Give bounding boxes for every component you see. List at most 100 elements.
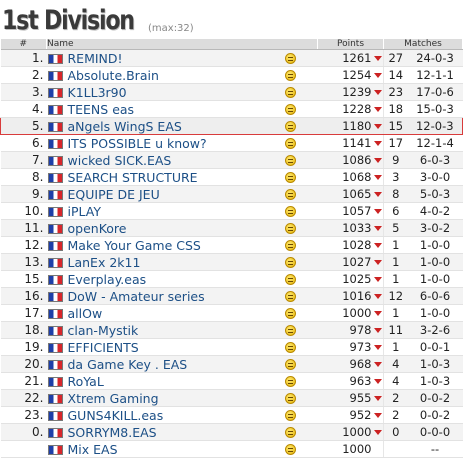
win-draw-loss-cell: 3-0-2 (407, 219, 463, 237)
table-row[interactable]: Mix EAS 1000 -- (0, 440, 463, 458)
smiley-icon[interactable] (285, 291, 296, 302)
table-row[interactable]: 20. da Game Key . EAS 968 4 1-0-3 (0, 355, 463, 373)
win-draw-loss-cell: 1-0-3 (407, 355, 463, 373)
team-name-link[interactable]: TEENS eas (65, 100, 264, 118)
france-flag-icon (47, 257, 63, 268)
team-name-link[interactable]: SEARCH STRUCTURE (65, 168, 264, 186)
team-name-link[interactable]: RoYaL (65, 372, 264, 390)
table-row[interactable]: 12. Make Your Game CSS 1028 1 1-0-0 (0, 236, 463, 254)
smiley-icon[interactable] (285, 410, 296, 421)
trend-cell (373, 338, 384, 356)
team-name-link[interactable]: LanEx 2k11 (65, 253, 264, 271)
status-cell (263, 185, 318, 203)
france-flag-icon (47, 223, 63, 234)
table-row[interactable]: 21. RoYaL 963 4 1-0-3 (0, 372, 463, 390)
team-name-link[interactable]: Everplay.eas (65, 270, 264, 288)
smiley-icon[interactable] (285, 393, 296, 404)
team-name-link[interactable]: GUNS4KILL.eas (65, 406, 264, 424)
table-row[interactable]: 8. SEARCH STRUCTURE 1068 3 3-0-0 (0, 168, 463, 186)
matches-played-cell: 4 (383, 355, 408, 373)
smiley-icon[interactable] (285, 138, 296, 149)
smiley-icon[interactable] (285, 427, 296, 438)
table-row[interactable]: 5. aNgels WingS EAS 1180 15 12-0-3 (0, 117, 463, 135)
table-row[interactable]: 4. TEENS eas 1228 18 15-0-3 (0, 100, 463, 118)
table-row[interactable]: 10. iPLAY 1057 6 4-0-2 (0, 202, 463, 220)
table-row[interactable]: 2. Absolute.Brain 1254 14 12-1-1 (0, 66, 463, 84)
smiley-icon[interactable] (285, 342, 296, 353)
table-row[interactable]: 0. SORRYM8.EAS 1000 0 0-0-0 (0, 423, 463, 441)
table-row[interactable]: 7. wicked SICK.EAS 1086 9 6-0-3 (0, 151, 463, 169)
table-row[interactable]: 17. allOw 1000 1 1-0-0 (0, 304, 463, 322)
status-cell (263, 117, 318, 135)
team-name-link[interactable]: allOw (65, 304, 264, 322)
team-name-link[interactable]: EQUIPE DE JEU (65, 185, 264, 203)
table-row[interactable]: 18. clan-Mystik 978 11 3-2-6 (0, 321, 463, 339)
trend-cell (373, 151, 384, 169)
team-name-link[interactable]: wicked SICK.EAS (65, 151, 264, 169)
trend-cell (373, 304, 384, 322)
table-row[interactable]: 9. EQUIPE DE JEU 1065 8 5-0-3 (0, 185, 463, 203)
team-name-link[interactable]: Make Your Game CSS (65, 236, 264, 254)
matches-played-cell: 4 (383, 372, 408, 390)
trend-down-icon (373, 73, 382, 78)
team-name-link[interactable]: EFFICIENTS (65, 338, 264, 356)
smiley-icon[interactable] (285, 444, 296, 455)
table-row[interactable]: 22. Xtrem Gaming 955 2 0-0-2 (0, 389, 463, 407)
column-header-matches[interactable]: Matches (383, 39, 463, 50)
smiley-icon[interactable] (285, 87, 296, 98)
win-draw-loss-cell: 1-0-0 (407, 236, 463, 254)
smiley-icon[interactable] (285, 155, 296, 166)
smiley-icon[interactable] (285, 376, 296, 387)
smiley-icon[interactable] (285, 257, 296, 268)
france-flag-icon (47, 274, 63, 285)
smiley-icon[interactable] (285, 189, 296, 200)
team-name-link[interactable]: Mix EAS (65, 440, 264, 458)
table-row[interactable]: 23. GUNS4KILL.eas 952 2 0-0-2 (0, 406, 463, 424)
smiley-icon[interactable] (285, 359, 296, 370)
smiley-icon[interactable] (285, 70, 296, 81)
column-header-number[interactable]: # (0, 39, 47, 50)
flag-cell (46, 440, 66, 458)
team-name-link[interactable]: da Game Key . EAS (65, 355, 264, 373)
flag-cell (46, 338, 66, 356)
trend-down-icon (373, 107, 382, 112)
team-name-link[interactable]: openKore (65, 219, 264, 237)
table-row[interactable]: 3. K1LL3r90 1239 23 17-0-6 (0, 83, 463, 101)
team-name-link[interactable]: Absolute.Brain (65, 66, 264, 84)
table-row[interactable]: 16. DoW - Amateur series 1016 12 6-0-6 (0, 287, 463, 305)
table-row[interactable]: 13. LanEx 2k11 1027 1 1-0-0 (0, 253, 463, 271)
team-name-link[interactable]: Xtrem Gaming (65, 389, 264, 407)
table-row[interactable]: 6. ITS POSSIBLE u know? 1141 17 12-1-4 (0, 134, 463, 152)
team-name-link[interactable]: clan-Mystik (65, 321, 264, 339)
team-name-link[interactable]: SORRYM8.EAS (65, 423, 264, 441)
smiley-icon[interactable] (285, 206, 296, 217)
team-name-link[interactable]: aNgels WingS EAS (65, 117, 264, 135)
table-row[interactable]: 19. EFFICIENTS 973 1 0-0-1 (0, 338, 463, 356)
table-row[interactable]: 1. REMIND! 1261 27 24-0-3 (0, 49, 463, 67)
win-draw-loss-cell: 1-0-0 (407, 270, 463, 288)
points-cell: 1000 (317, 423, 374, 441)
team-name-link[interactable]: DoW - Amateur series (65, 287, 264, 305)
win-draw-loss-cell: 0-0-2 (407, 389, 463, 407)
smiley-icon[interactable] (285, 121, 296, 132)
smiley-icon[interactable] (285, 308, 296, 319)
win-draw-loss-cell: 12-1-1 (407, 66, 463, 84)
team-name-link[interactable]: K1LL3r90 (65, 83, 264, 101)
smiley-icon[interactable] (285, 172, 296, 183)
team-name-link[interactable]: REMIND! (65, 49, 264, 67)
column-header-name[interactable]: Name (46, 39, 318, 50)
points-cell: 1000 (317, 440, 374, 458)
smiley-icon[interactable] (285, 274, 296, 285)
column-header-points[interactable]: Points (317, 39, 385, 50)
smiley-icon[interactable] (285, 53, 296, 64)
smiley-icon[interactable] (285, 104, 296, 115)
team-name-link[interactable]: iPLAY (65, 202, 264, 220)
table-row[interactable]: 15. Everplay.eas 1025 1 1-0-0 (0, 270, 463, 288)
trend-cell (373, 372, 384, 390)
table-row[interactable]: 11. openKore 1033 5 3-0-2 (0, 219, 463, 237)
team-name-link[interactable]: ITS POSSIBLE u know? (65, 134, 264, 152)
smiley-icon[interactable] (285, 223, 296, 234)
smiley-icon[interactable] (285, 240, 296, 251)
flag-cell (46, 321, 66, 339)
smiley-icon[interactable] (285, 325, 296, 336)
